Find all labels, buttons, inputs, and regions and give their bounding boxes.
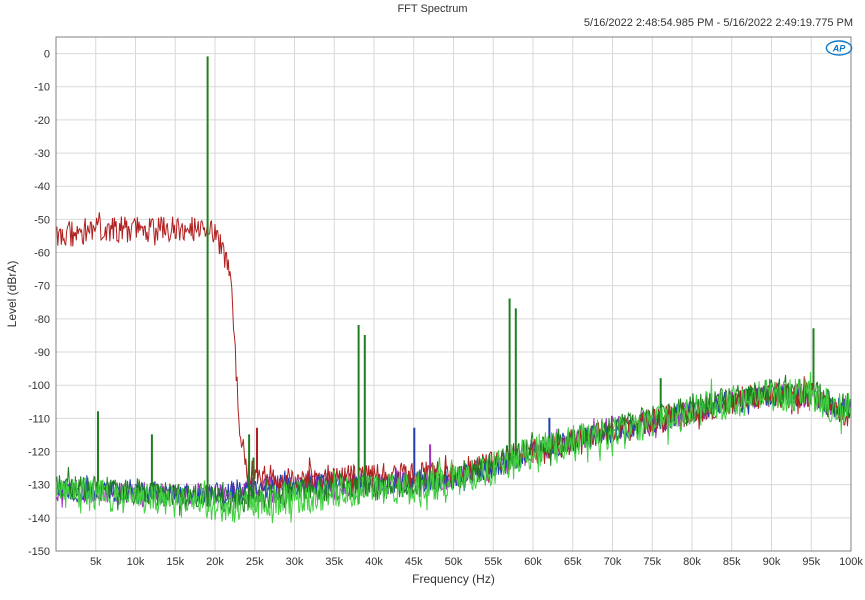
x-tick-label: 55k bbox=[484, 556, 502, 568]
y-tick-label: -100 bbox=[28, 380, 50, 392]
chart-title: FFT Spectrum bbox=[0, 0, 865, 17]
x-tick-label: 5k bbox=[90, 556, 102, 568]
chart-area: 5k 10k 15k 20k 25k 30k 35k 40k 45k 50k 55k 60k 65k 70… bbox=[0, 33, 865, 593]
x-tick-label: 10k bbox=[127, 556, 145, 568]
y-tick-label: -20 bbox=[34, 115, 50, 127]
y-tick-label: -120 bbox=[28, 447, 50, 459]
y-tick-label: -10 bbox=[34, 82, 50, 94]
x-tick-label: 75k bbox=[643, 556, 661, 568]
x-tick-label: 50k bbox=[445, 556, 463, 568]
y-tick-label: -130 bbox=[28, 480, 50, 492]
x-tick-label: 15k bbox=[166, 556, 184, 568]
x-tick-label: 90k bbox=[763, 556, 781, 568]
timestamp-label: 5/16/2022 2:48:54.985 PM - 5/16/2022 2:4… bbox=[0, 17, 865, 33]
y-tick-label: -40 bbox=[34, 181, 50, 193]
fft-spectrum-chart: 5k 10k 15k 20k 25k 30k 35k 40k 45k 50k 55k 60k 65k 70… bbox=[0, 33, 865, 593]
x-tick-label: 45k bbox=[405, 556, 423, 568]
x-tick-label: 85k bbox=[723, 556, 741, 568]
y-tick-label: -150 bbox=[28, 546, 50, 558]
x-tick-label: 80k bbox=[683, 556, 701, 568]
x-tick-label: 70k bbox=[604, 556, 622, 568]
x-tick-label: 60k bbox=[524, 556, 542, 568]
y-tick-label: 0 bbox=[44, 49, 50, 61]
x-tick-label: 40k bbox=[365, 556, 383, 568]
ap-logo-icon: AP bbox=[825, 39, 853, 57]
y-tick-label: -70 bbox=[34, 281, 50, 293]
y-tick-label: -140 bbox=[28, 513, 50, 525]
y-tick-label: -30 bbox=[34, 148, 50, 160]
x-tick-label: 65k bbox=[564, 556, 582, 568]
y-tick-label: -90 bbox=[34, 347, 50, 359]
y-tick-label: -60 bbox=[34, 248, 50, 260]
y-tick-label: -110 bbox=[29, 413, 50, 425]
x-tick-label: 35k bbox=[325, 556, 343, 568]
x-tick-label: 95k bbox=[802, 556, 820, 568]
ap-logo-text: AP bbox=[832, 44, 847, 54]
x-axis-label: Frequency (Hz) bbox=[412, 572, 495, 586]
x-tick-label: 25k bbox=[246, 556, 264, 568]
y-tick-label: -50 bbox=[34, 214, 50, 226]
x-tick-label: 30k bbox=[286, 556, 304, 568]
x-tick-label: 20k bbox=[206, 556, 224, 568]
x-tick-label: 100k bbox=[839, 556, 863, 568]
y-axis-label: Level (dBrA) bbox=[5, 261, 19, 328]
y-tick-label: -80 bbox=[34, 314, 50, 326]
